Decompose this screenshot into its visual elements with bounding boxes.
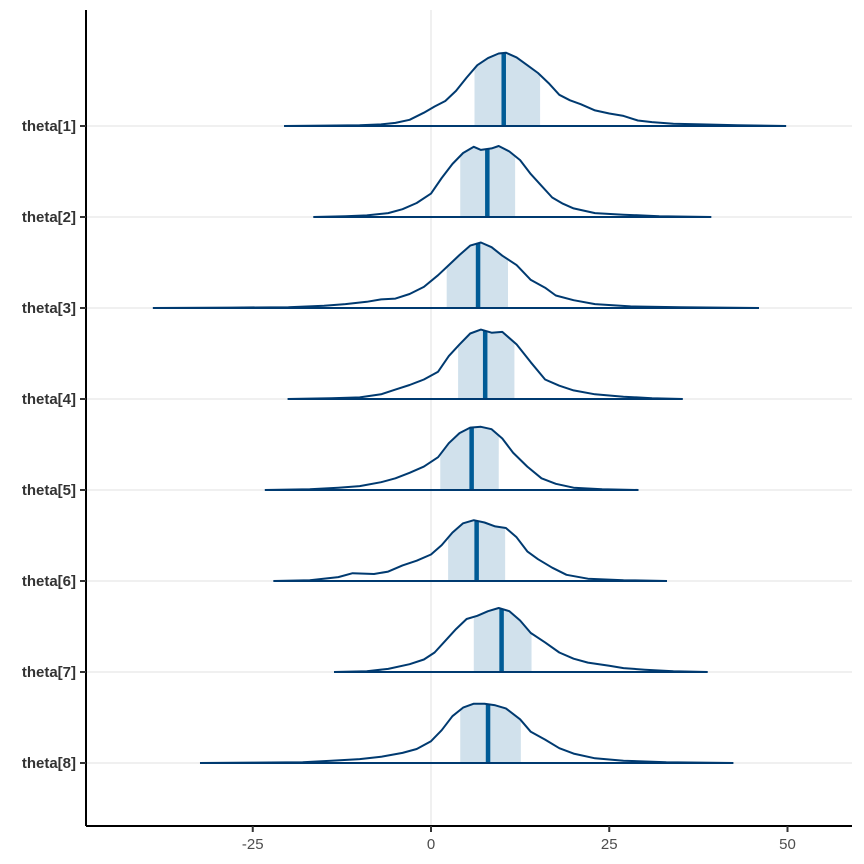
- density-curve-theta[1]: [284, 51, 787, 127]
- x-tick-label: 25: [601, 836, 618, 853]
- ridge-theta[4]: [287, 328, 683, 400]
- ridge-theta[8]: [199, 702, 734, 764]
- density-curve-theta[8]: [199, 702, 734, 764]
- density-curve-theta[2]: [313, 145, 712, 218]
- x-tick-label: 50: [779, 836, 796, 853]
- y-tick-label: theta[8]: [22, 755, 76, 772]
- density-curve-theta[5]: [264, 425, 639, 491]
- ridge-theta[2]: [313, 145, 712, 218]
- ridge-theta[1]: [284, 51, 787, 127]
- y-tick-label: theta[5]: [22, 482, 76, 499]
- y-tick-label: theta[3]: [22, 300, 76, 317]
- x-tick-label: -25: [242, 836, 264, 853]
- axis-layer: theta[1] theta[2] theta[3] theta[4] theta[5]…: [22, 10, 852, 853]
- y-tick-label: theta[7]: [22, 664, 76, 681]
- ridge-layer: [152, 51, 787, 764]
- ridge-theta[6]: [273, 519, 668, 582]
- density-curve-theta[3]: [152, 241, 760, 309]
- density-curve-theta[4]: [287, 328, 683, 400]
- density-curve-theta[6]: [273, 519, 668, 582]
- y-tick-label: theta[4]: [22, 391, 76, 408]
- density-curve-theta[7]: [333, 607, 708, 673]
- y-tick-label: theta[2]: [22, 209, 76, 226]
- ridge-theta[5]: [264, 425, 639, 491]
- interval-area-theta[8]: [460, 703, 521, 763]
- x-tick-label: 0: [427, 836, 435, 853]
- grid-layer: [86, 10, 852, 826]
- ridge-theta[7]: [333, 607, 708, 673]
- interval-area-theta[1]: [474, 52, 541, 126]
- y-tick-label: theta[1]: [22, 118, 76, 135]
- ridge-theta[3]: [152, 241, 760, 309]
- y-tick-label: theta[6]: [22, 573, 76, 590]
